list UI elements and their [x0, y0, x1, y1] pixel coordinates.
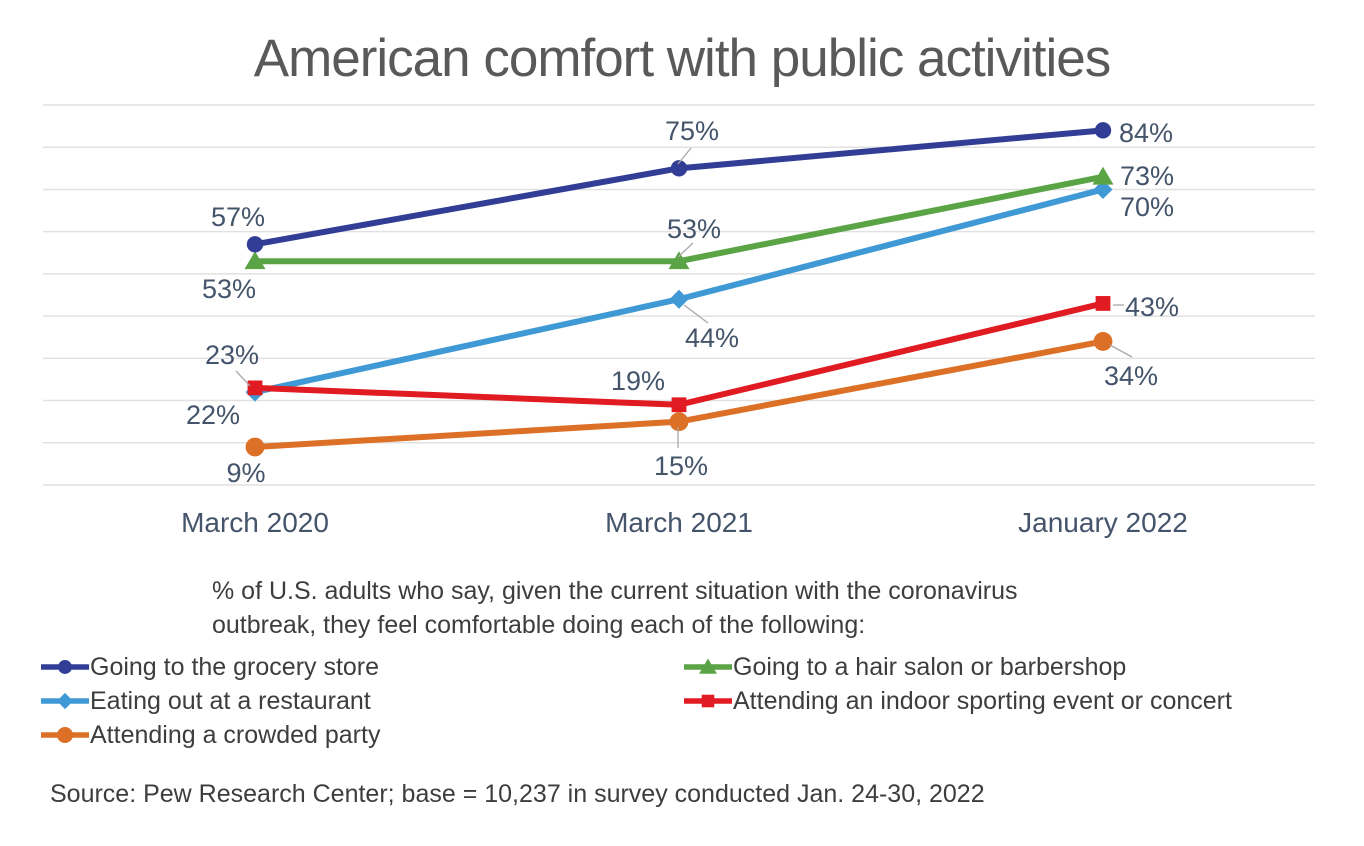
legend-item-crowded-party: Attending a crowded party	[40, 718, 380, 752]
legend-marker-circle-icon	[41, 726, 89, 744]
svg-text:34%: 34%	[1104, 361, 1158, 391]
legend-item-hair-salon: Going to a hair salon or barbershop	[683, 650, 1232, 684]
svg-text:23%: 23%	[205, 340, 259, 370]
legend-item-grocery-store: Going to the grocery store	[40, 650, 380, 684]
svg-text:57%: 57%	[211, 202, 265, 232]
legend-label: Going to a hair salon or barbershop	[733, 652, 1127, 681]
legend-marker-square-icon	[684, 694, 732, 708]
legend-label: Eating out at a restaurant	[90, 686, 371, 715]
svg-text:January 2022: January 2022	[1018, 507, 1188, 538]
svg-text:22%: 22%	[186, 400, 240, 430]
svg-text:15%: 15%	[654, 451, 708, 481]
source-note: Source: Pew Research Center; base = 10,2…	[50, 780, 985, 808]
svg-text:53%: 53%	[202, 274, 256, 304]
svg-text:75%: 75%	[665, 116, 719, 146]
chart-legend-left-column: Going to the grocery store Eating out at…	[40, 650, 380, 752]
svg-text:53%: 53%	[667, 214, 721, 244]
legend-label: Attending a crowded party	[90, 720, 381, 749]
legend-marker-diamond-icon	[41, 692, 89, 710]
legend-item-restaurant: Eating out at a restaurant	[40, 684, 380, 718]
svg-text:84%: 84%	[1119, 118, 1173, 148]
svg-text:73%: 73%	[1120, 161, 1174, 191]
svg-text:March 2021: March 2021	[605, 507, 753, 538]
legend-label: Going to the grocery store	[90, 652, 380, 681]
subtitle-line-1: % of U.S. adults who say, given the curr…	[212, 577, 1018, 605]
svg-text:44%: 44%	[685, 323, 739, 353]
svg-text:19%: 19%	[611, 366, 665, 396]
legend-marker-triangle-icon	[684, 658, 732, 674]
legend-label: Attending an indoor sporting event or co…	[733, 686, 1232, 715]
chart-legend-right-column: Going to a hair salon or barbershop Atte…	[683, 650, 1232, 718]
subtitle-line-2: outbreak, they feel comfortable doing ea…	[212, 611, 866, 639]
svg-text:70%: 70%	[1120, 192, 1174, 222]
legend-marker-circle-icon	[41, 660, 89, 674]
svg-text:March 2020: March 2020	[181, 507, 329, 538]
chart-title: American comfort with public activities	[253, 29, 1111, 88]
svg-text:43%: 43%	[1125, 292, 1179, 322]
legend-item-sporting-event: Attending an indoor sporting event or co…	[683, 684, 1232, 718]
chart-subtitle: % of U.S. adults who say, given the curr…	[212, 574, 1212, 642]
line-chart-plot-area: 57% 75% 84% 22% 44% 70% 9% 15% 34% 53% 53% 73% 23% 19…	[43, 104, 1315, 538]
svg-text:9%: 9%	[226, 458, 265, 488]
